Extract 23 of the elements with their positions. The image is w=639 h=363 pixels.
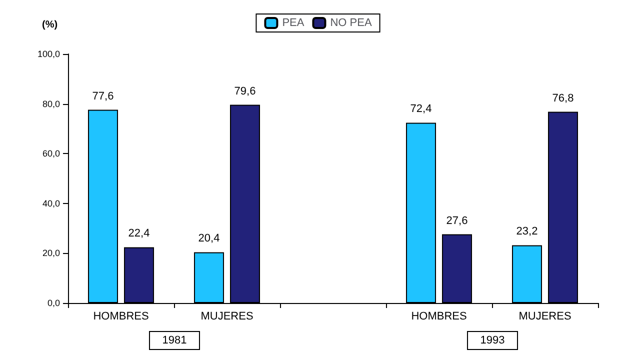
y-tick-label: 0,0 — [47, 298, 60, 308]
y-tick-label: 80,0 — [42, 98, 60, 109]
x-tick-label: HOMBRES — [93, 310, 149, 322]
y-axis-title: (%) — [42, 20, 58, 30]
text: 1981 — [162, 334, 187, 346]
data-label: 77,6 — [92, 90, 114, 102]
data-label: 23,2 — [516, 226, 538, 238]
data-label: 76,8 — [552, 92, 574, 104]
data-label: 79,6 — [234, 85, 256, 98]
y-tick-label: 100,0 — [37, 49, 60, 59]
x-tick-label: MUJERES — [200, 310, 254, 322]
y-tick-label: 20,0 — [42, 248, 60, 258]
legend-label: PEA — [282, 17, 305, 29]
data-label: 27,6 — [446, 214, 468, 227]
y-tick-label: 40,0 — [42, 198, 60, 208]
data-label: 22,4 — [128, 228, 150, 240]
x-tick-label: HOMBRES — [411, 310, 467, 322]
y-tick-label: 60,0 — [42, 148, 60, 159]
text: 1993 — [480, 334, 505, 346]
data-label: 72,4 — [410, 103, 432, 116]
data-label: 20,4 — [198, 232, 220, 245]
x-tick-label: MUJERES — [518, 310, 572, 322]
legend-label: NO PEA — [330, 17, 372, 29]
